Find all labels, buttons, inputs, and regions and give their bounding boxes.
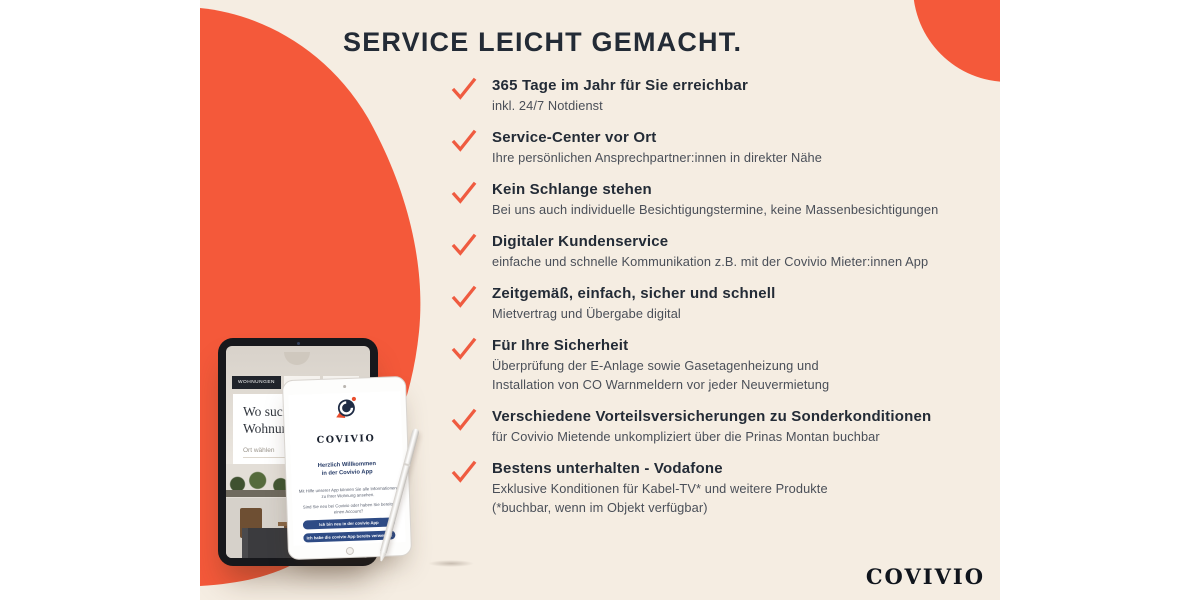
checklist-item: Zeitgemäß, einfach, sicher und schnell M… [450, 283, 980, 323]
item-heading: Für Ihre Sicherheit [492, 337, 629, 354]
checklist-item: 365 Tage im Jahr für Sie erreichbar inkl… [450, 75, 980, 115]
app-button-new-user[interactable]: Ich bin neu in der covivio App [302, 517, 396, 530]
item-heading: 365 Tage im Jahr für Sie erreichbar [492, 77, 749, 94]
camera-dot [296, 341, 300, 345]
camera-dot [342, 384, 346, 389]
check-icon [451, 460, 477, 483]
check-icon [451, 233, 477, 256]
item-subtext: für Covivio Mietende unkompliziert über … [492, 429, 880, 444]
item-subtext: Bei uns auch individuelle Besichtigungst… [492, 202, 939, 217]
item-subtext: (*buchbar, wenn im Objekt verfügbar) [492, 500, 708, 515]
checklist-item: Digitaler Kundenservice einfache und sch… [450, 231, 980, 271]
check-icon [451, 285, 477, 308]
check-icon [451, 129, 477, 152]
item-subtext: Überprüfung der E-Anlage sowie Gasetagen… [492, 358, 819, 373]
check-icon [451, 337, 477, 360]
item-heading: Kein Schlange stehen [492, 181, 652, 198]
item-subtext: Installation von CO Warnmeldern vor jede… [492, 377, 830, 392]
decor-circle-top-right [913, 0, 1000, 82]
ceiling-lamp [284, 352, 310, 365]
item-heading: Bestens unterhalten - Vodafone [492, 460, 723, 477]
app-intro-text: Mit Hilfe unserer App können Sie alle In… [298, 485, 397, 499]
check-icon [451, 181, 477, 204]
home-button[interactable] [345, 546, 355, 555]
check-icon [451, 408, 477, 431]
app-question-text: Sind Sie neu bei Covivio oder haben Sie … [302, 501, 394, 515]
item-heading: Service-Center vor Ort [492, 129, 657, 146]
item-subtext: inkl. 24/7 Notdienst [492, 98, 603, 113]
service-checklist: 365 Tage im Jahr für Sie erreichbar inkl… [450, 75, 980, 529]
covivio-emblem-icon [336, 396, 356, 419]
app-welcome-text: Herzlich Willkommen in der Covivio App [317, 460, 377, 477]
covivio-wordmark: covivio [316, 432, 376, 447]
slide-canvas: SERVICE LEICHT GEMACHT. 365 Tage im Jahr… [200, 0, 1000, 600]
covivio-app-screen: covivio Herzlich Willkommen in der Coviv… [288, 391, 406, 546]
item-subtext: Ihre persönlichen Ansprechpartner:innen … [492, 150, 822, 165]
check-icon [451, 77, 477, 100]
checklist-item: Bestens unterhalten - Vodafone Exklusive… [450, 458, 980, 517]
item-subtext: einfache und schnelle Kommunikation z.B.… [492, 254, 929, 269]
page-title: SERVICE LEICHT GEMACHT. [343, 27, 743, 57]
item-subtext: Mietvertrag und Übergabe digital [492, 306, 681, 321]
item-heading: Verschiedene Vorteilsversicherungen zu S… [492, 408, 932, 425]
stylus-shadow [428, 560, 474, 567]
checklist-item: Service-Center vor Ort Ihre persönlichen… [450, 127, 980, 167]
item-subtext: Exklusive Konditionen für Kabel-TV* und … [492, 481, 828, 496]
checklist-item: Verschiedene Vorteilsversicherungen zu S… [450, 406, 980, 446]
item-heading: Zeitgemäß, einfach, sicher und schnell [492, 285, 776, 302]
nav-tab-wohnungen[interactable]: WOHNUNGEN [232, 376, 282, 389]
item-heading: Digitaler Kundenservice [492, 233, 669, 250]
covivio-logo: covivio [865, 564, 985, 589]
checklist-item: Kein Schlange stehen Bei uns auch indivi… [450, 179, 980, 219]
search-heading-line2: Wohnung [243, 421, 296, 436]
checklist-item: Für Ihre Sicherheit Überprüfung der E-An… [450, 335, 980, 394]
white-tablet-mockup: covivio Herzlich Willkommen in der Coviv… [281, 375, 413, 561]
location-input[interactable]: Ort wählen [243, 447, 317, 458]
